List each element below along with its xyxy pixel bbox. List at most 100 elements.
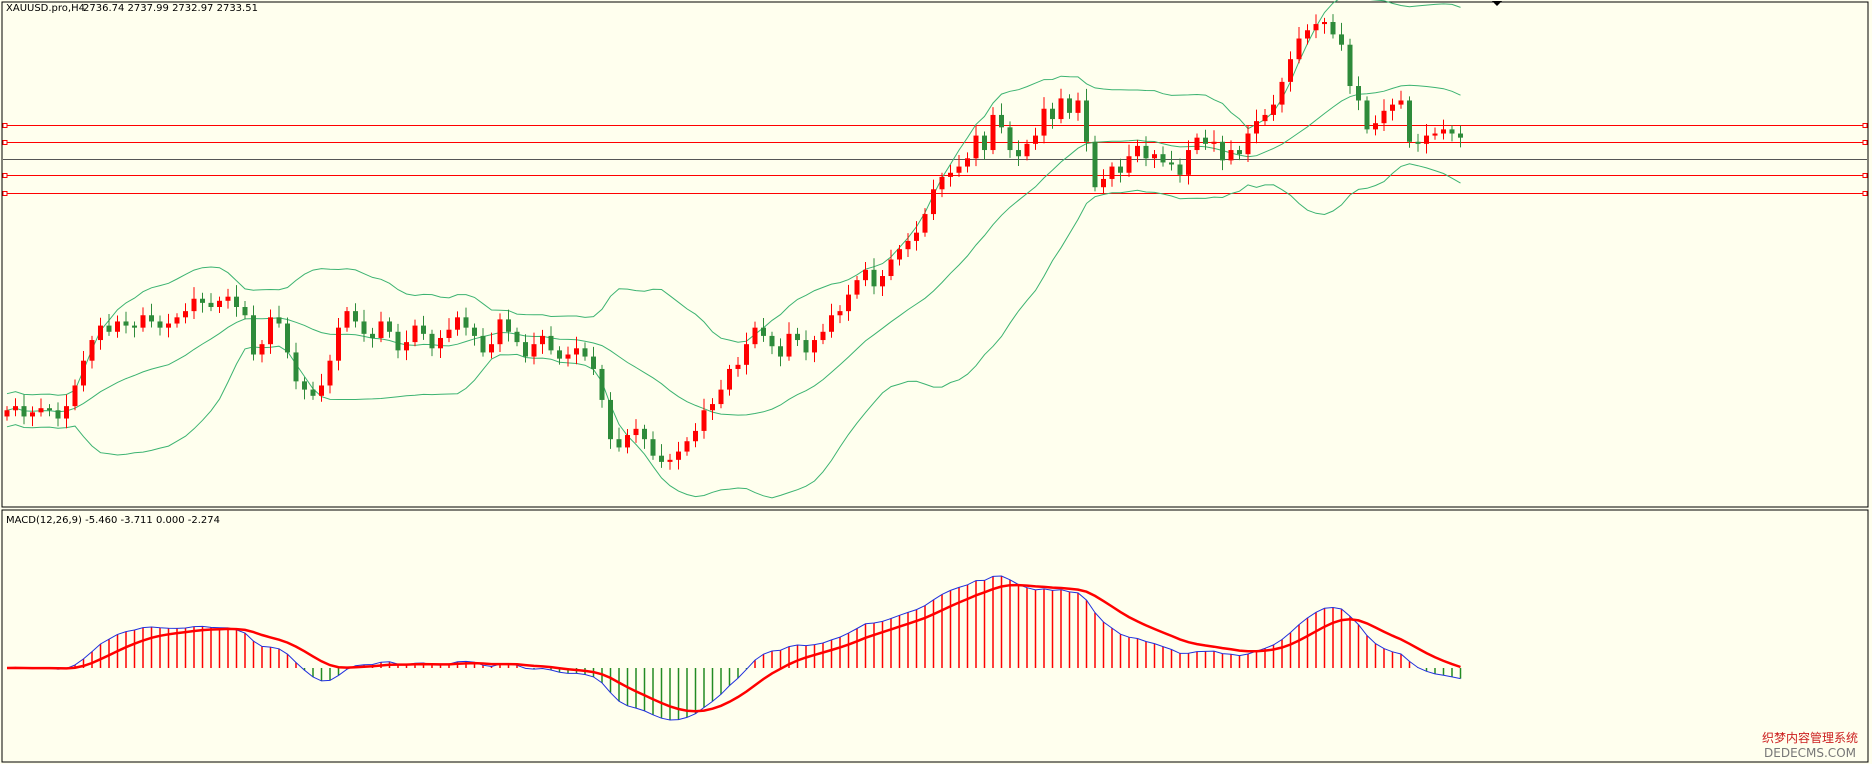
level-handle-right-0: [1862, 123, 1868, 128]
candle-body-20: [174, 317, 180, 324]
candle-body-16: [140, 315, 146, 328]
candle-body-28: [242, 307, 248, 316]
candle-body-42: [361, 321, 367, 334]
candle-body-141: [1203, 137, 1208, 144]
candle-body-59: [506, 319, 511, 332]
candle-body-4: [38, 408, 44, 413]
candle-body-8: [72, 385, 78, 407]
watermark-cn: 织梦内容管理系统: [1762, 730, 1858, 745]
candle-body-69: [591, 356, 596, 369]
candle-body-146: [1245, 133, 1251, 155]
chart-symbol-title: XAUUSD.pro,H4: [6, 3, 85, 14]
candle-body-105: [897, 249, 902, 260]
candle-body-168: [1432, 133, 1438, 136]
candle-body-131: [1118, 166, 1123, 173]
candle-body-129: [1101, 178, 1106, 188]
candle-body-73: [625, 435, 630, 448]
candle-body-157: [1339, 34, 1344, 45]
candle-body-38: [327, 360, 333, 386]
candle-body-113: [965, 158, 970, 167]
candle-body-98: [837, 311, 843, 316]
candle-body-0: [4, 410, 10, 417]
candle-body-52: [446, 329, 452, 338]
macd-panel[interactable]: MACD(12,26,9) -5.460 -3.711 0.000 -2.274: [1, 509, 1869, 763]
candle-body-21: [183, 311, 188, 318]
candle-body-3: [30, 412, 35, 417]
candle-body-1: [13, 406, 18, 411]
candle-body-75: [642, 428, 647, 440]
candle-body-94: [803, 340, 809, 353]
candle-body-166: [1415, 141, 1421, 144]
candle-body-54: [463, 317, 469, 328]
candle-body-35: [302, 381, 307, 390]
candle-body-128: [1092, 141, 1098, 188]
candle-body-169: [1441, 129, 1446, 134]
candle-body-45: [387, 321, 392, 332]
candle-body-121: [1033, 135, 1038, 144]
candle-body-43: [370, 333, 375, 338]
candle-body-93: [795, 333, 800, 341]
candle-body-106: [905, 240, 911, 250]
candle-body-152: [1296, 38, 1302, 60]
candle-body-112: [956, 166, 962, 173]
macd-lines: [6, 575, 1461, 721]
candle-body-41: [353, 311, 358, 322]
candle-body-14: [123, 321, 129, 326]
candle-body-104: [888, 259, 894, 277]
scroll-marker-icon[interactable]: [1492, 1, 1502, 6]
candle-body-102: [871, 269, 877, 287]
candle-body-84: [718, 389, 724, 405]
candle-body-10: [89, 340, 95, 361]
candle-body-135: [1152, 154, 1157, 159]
candle-body-5: [47, 408, 52, 411]
candle-body-138: [1177, 164, 1183, 175]
macd-histogram: [14, 576, 1462, 720]
candle-body-92: [786, 333, 792, 357]
candle-body-118: [1007, 127, 1013, 151]
candle-body-48: [412, 325, 418, 343]
candle-body-27: [234, 296, 239, 307]
candle-body-150: [1279, 81, 1285, 105]
candle-body-164: [1398, 100, 1404, 105]
main-price-panel[interactable]: XAUUSD.pro,H4 2736.74 2737.99 2732.97 27…: [1, 0, 1869, 508]
candle-body-122: [1041, 108, 1047, 136]
candle-body-37: [319, 385, 324, 396]
candle-body-19: [166, 323, 171, 328]
candle-body-139: [1186, 150, 1191, 175]
candle-body-39: [336, 327, 341, 361]
candle-body-126: [1075, 100, 1081, 113]
candle-body-119: [1016, 150, 1021, 157]
candle-body-53: [455, 317, 460, 330]
candle-body-110: [939, 176, 945, 190]
horizontal-levels: [2, 123, 1868, 196]
candle-body-170: [1449, 129, 1455, 134]
candle-body-34: [293, 352, 299, 382]
candle-body-55: [472, 327, 477, 336]
candle-body-12: [106, 325, 112, 332]
candle-body-26: [225, 296, 231, 301]
price-panel-border: [1, 1, 1869, 508]
bollinger-lower: [6, 163, 1461, 499]
candle-body-144: [1228, 150, 1234, 161]
level-handle-left-0: [2, 123, 8, 128]
candle-body-71: [608, 399, 613, 440]
candle-body-160: [1364, 100, 1370, 130]
candle-body-81: [693, 430, 698, 442]
candle-body-101: [863, 269, 868, 281]
candle-body-165: [1407, 100, 1412, 142]
candle-body-115: [982, 135, 987, 151]
candle-body-33: [285, 323, 290, 353]
candle-body-72: [616, 439, 622, 448]
candle-body-89: [761, 327, 766, 336]
candle-body-2: [21, 406, 27, 417]
candle-body-50: [429, 333, 435, 349]
candle-body-82: [701, 410, 707, 431]
candle-body-29: [251, 315, 256, 355]
candle-body-96: [820, 331, 826, 341]
macd-indicator-label: MACD(12,26,9) -5.460 -3.711 0.000 -2.274: [6, 515, 220, 526]
candle-body-114: [973, 135, 979, 159]
candle-body-11: [98, 325, 103, 341]
candle-body-47: [404, 342, 409, 351]
